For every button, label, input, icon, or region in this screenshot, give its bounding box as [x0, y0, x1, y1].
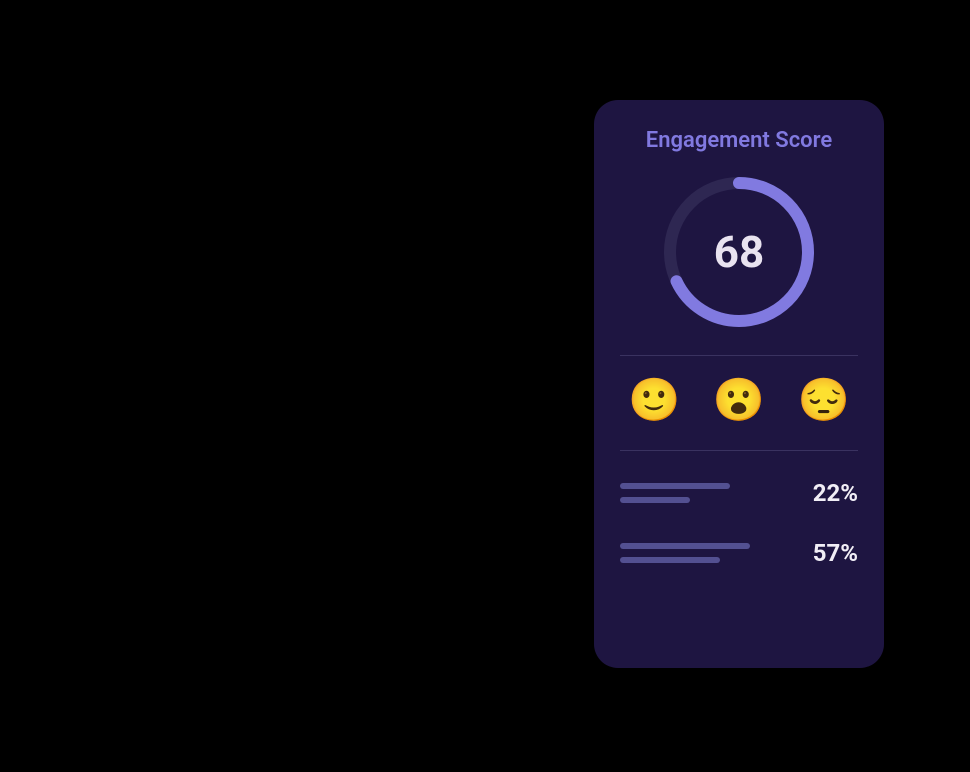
- stat-row: 22%: [620, 479, 858, 507]
- emoji-happy-icon[interactable]: 🙂: [628, 380, 680, 422]
- divider: [620, 355, 858, 356]
- stat-value: 22%: [813, 479, 858, 507]
- card-title: Engagement Score: [620, 128, 858, 153]
- stat-row: 57%: [620, 539, 858, 567]
- stat-bars: [620, 543, 750, 563]
- stats-section: 22% 57%: [620, 479, 858, 567]
- emoji-sad-icon[interactable]: 😔: [798, 380, 850, 422]
- stat-bar: [620, 497, 690, 503]
- stat-bar: [620, 557, 720, 563]
- stat-bar: [620, 543, 750, 549]
- stat-value: 57%: [813, 539, 858, 567]
- stat-bar: [620, 483, 730, 489]
- emoji-row: 🙂 😮 😔: [620, 380, 858, 422]
- gauge-value: 68: [714, 226, 765, 278]
- emoji-surprised-icon[interactable]: 😮: [713, 380, 765, 422]
- gauge-container: 68: [620, 177, 858, 327]
- stat-bars: [620, 483, 730, 503]
- divider: [620, 450, 858, 451]
- engagement-gauge: 68: [664, 177, 814, 327]
- engagement-score-card: Engagement Score 68 🙂 😮 😔 22%: [594, 100, 884, 668]
